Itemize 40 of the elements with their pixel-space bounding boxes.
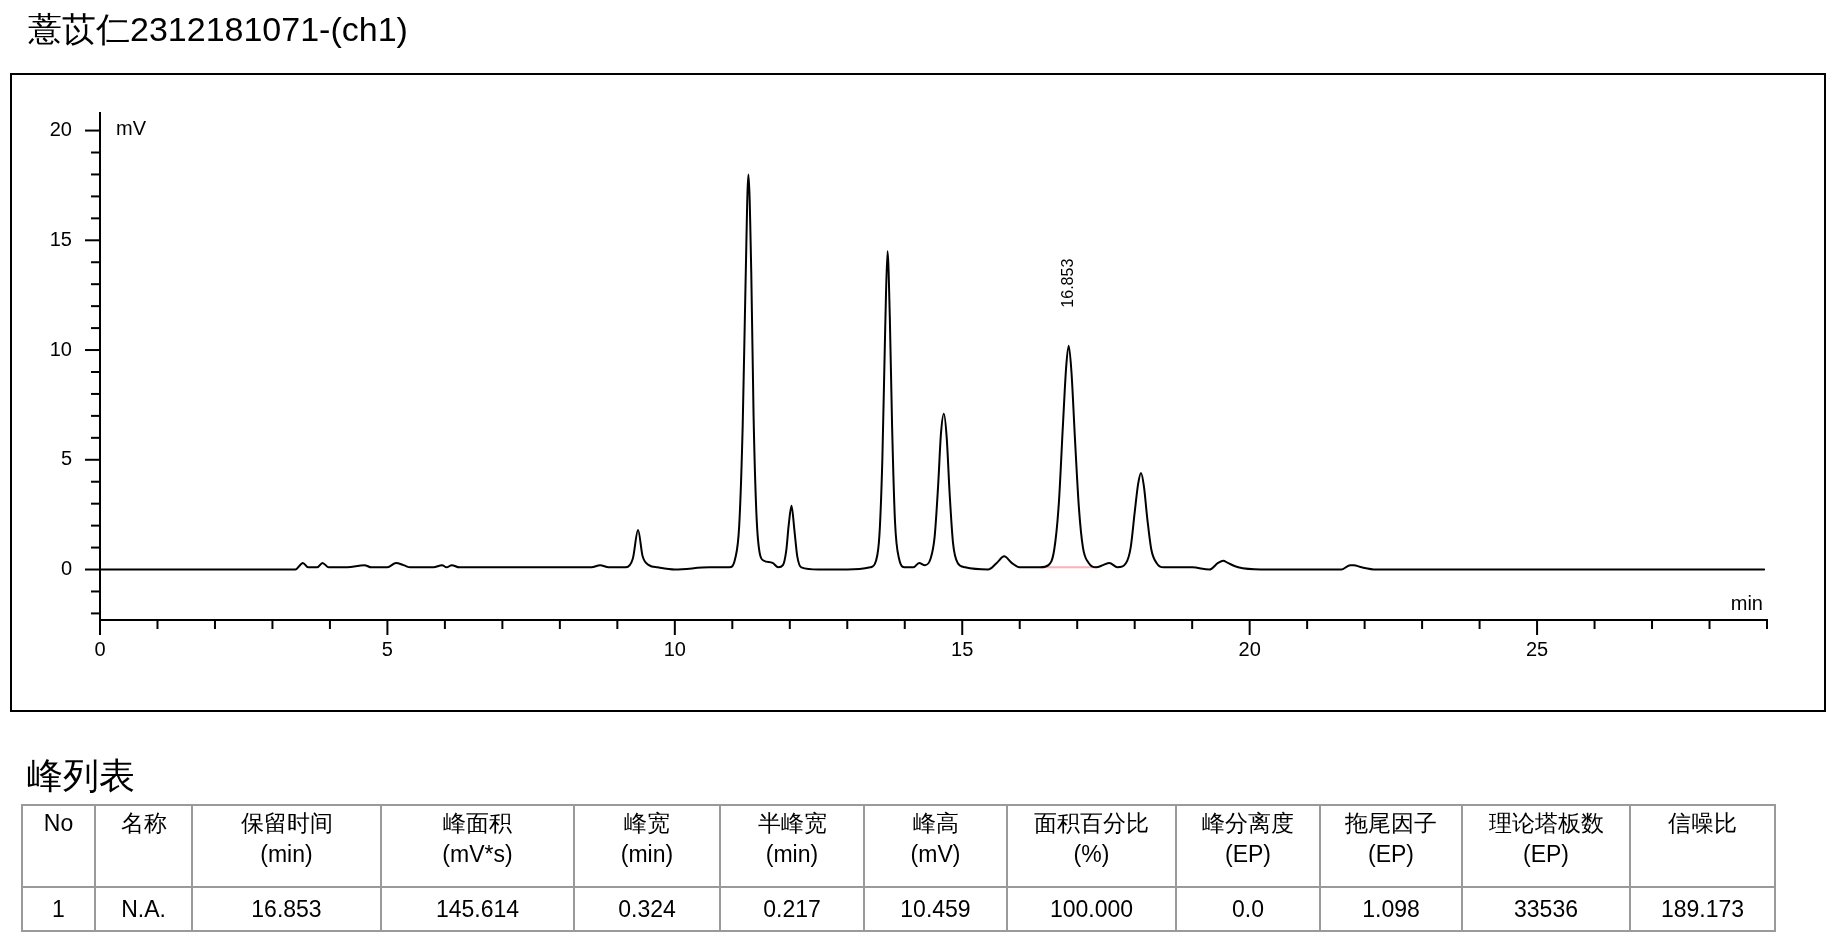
text: 16.853	[192, 887, 381, 931]
y-tick-label: 15	[49, 227, 72, 250]
text: 33536	[1462, 887, 1630, 931]
text: 峰高 (mV)	[864, 805, 1007, 887]
text: 100.000	[1007, 887, 1176, 931]
y-tick-label: 20	[49, 118, 72, 141]
x-tick-label: 15	[951, 637, 974, 660]
text: 拖尾因子 (EP)	[1320, 805, 1462, 887]
text: 0.0	[1176, 887, 1320, 931]
text: 保留时间 (min)	[192, 805, 381, 887]
text: 峰分离度 (EP)	[1176, 805, 1320, 887]
x-tick-label: 20	[1238, 637, 1261, 660]
text: 0.217	[720, 887, 864, 931]
text: 峰列表	[27, 754, 136, 798]
x-axis-title: min	[1730, 591, 1763, 614]
text: 145.614	[381, 887, 574, 931]
x-tick-label: 25	[1525, 637, 1549, 660]
text: No	[22, 805, 95, 887]
y-axis-title: mV	[116, 116, 147, 139]
text: 1.098	[1320, 887, 1462, 931]
x-tick-label: 5	[381, 637, 393, 660]
y-tick-label: 0	[60, 557, 72, 580]
text: 10.459	[864, 887, 1007, 931]
text: 面积百分比 (%)	[1007, 805, 1176, 887]
text: 信噪比	[1630, 805, 1775, 887]
text: 1	[22, 887, 95, 931]
text: 半峰宽 (min)	[720, 805, 864, 887]
text: 峰面积 (mV*s)	[381, 805, 574, 887]
text: 0.324	[574, 887, 720, 931]
text: 峰宽 (min)	[574, 805, 720, 887]
x-tick-label: 10	[663, 637, 686, 660]
x-tick-label: 0	[94, 637, 106, 660]
y-tick-label: 10	[49, 337, 72, 360]
text: N.A.	[95, 887, 192, 931]
text: 理论塔板数 (EP)	[1462, 805, 1630, 887]
annotation: 16.853	[1059, 258, 1077, 308]
text: 名称	[95, 805, 192, 887]
text: 189.173	[1630, 887, 1775, 931]
y-tick-label: 5	[60, 447, 72, 470]
chart-title: 薏苡仁2312181071-(ch1)	[28, 9, 408, 50]
